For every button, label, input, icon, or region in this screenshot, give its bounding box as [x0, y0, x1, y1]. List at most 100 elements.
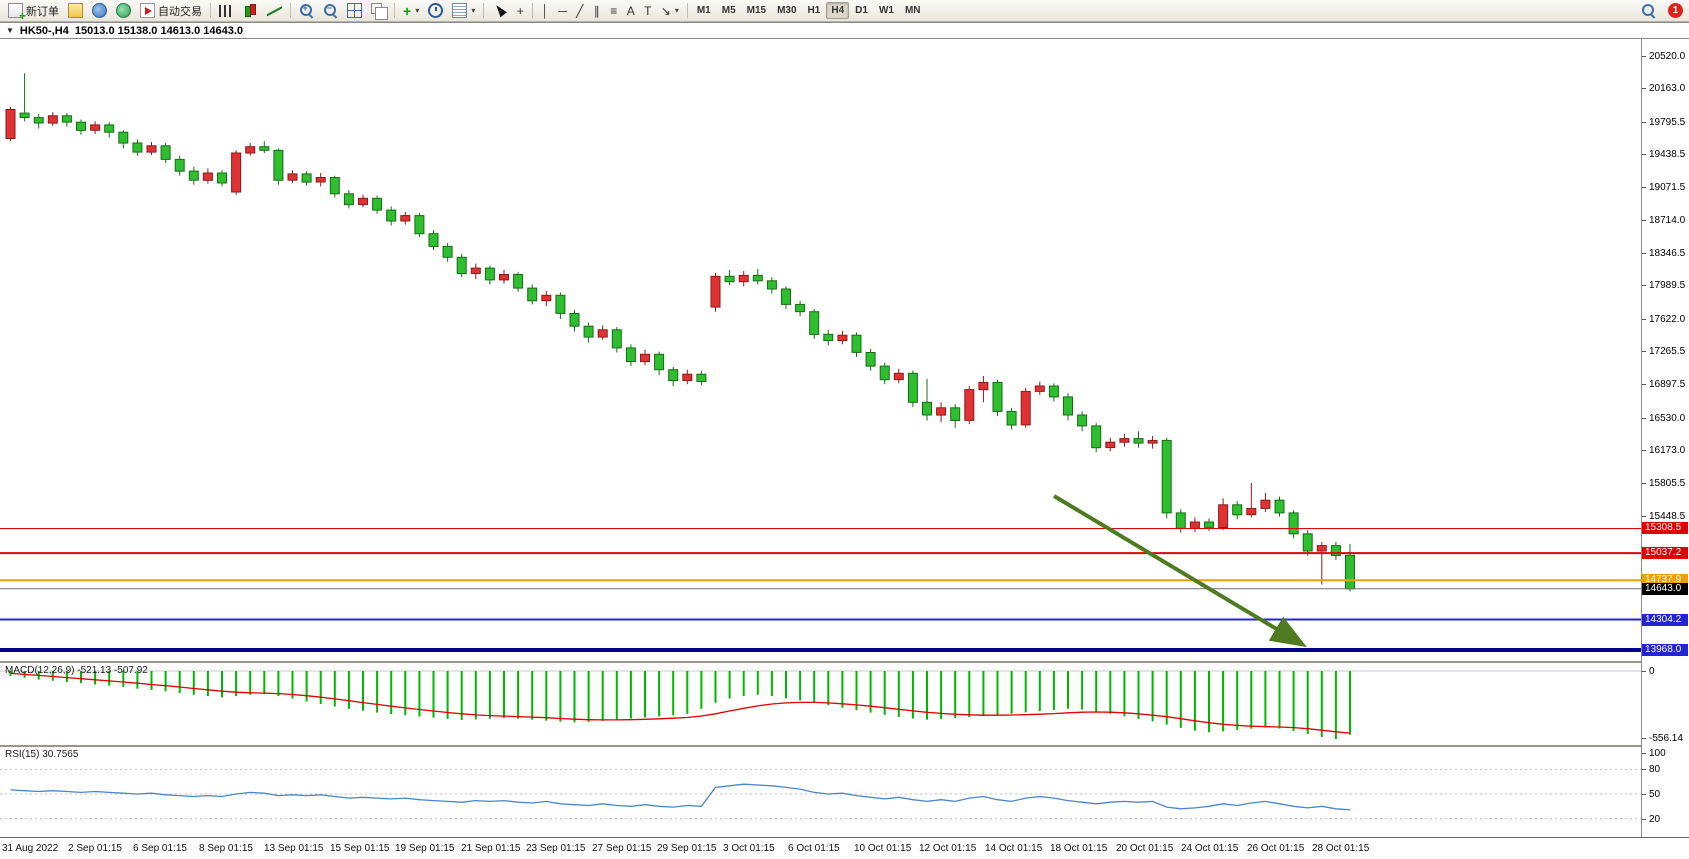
arrows-icon: ↘ — [660, 3, 671, 18]
bar-chart-icon — [219, 5, 234, 17]
trendline-button[interactable]: ╱ — [572, 1, 588, 20]
bar-chart-button[interactable] — [215, 1, 238, 20]
toolbar-separator — [290, 3, 291, 18]
indicators-icon: + — [403, 2, 412, 19]
price-tick: 19795.5 — [1641, 117, 1686, 128]
time-axis[interactable]: 31 Aug 2022 2 Sep 01:15 6 Sep 01:15 8 Sep 0… — [0, 837, 1689, 859]
candlestick-chart-button[interactable] — [239, 1, 262, 20]
rsi-axis-tick: 100 — [1642, 748, 1666, 759]
timeframe-mn-button[interactable]: MN — [900, 2, 926, 19]
price-tick: 18714.0 — [1641, 215, 1686, 226]
zoom-in-button[interactable]: + — [295, 1, 318, 20]
toolbar-separator — [394, 3, 395, 18]
timeframe-m5-button[interactable]: M5 — [717, 2, 741, 19]
macd-label: MACD(12,26,9) -521.13 -507.92 — [5, 665, 148, 676]
price-tick: 17265.5 — [1641, 346, 1686, 357]
line-chart-button[interactable] — [263, 1, 286, 20]
tile-windows-button[interactable] — [343, 1, 366, 20]
price-line-label: 14304.2 — [1642, 614, 1688, 626]
price-line-label: 13968.0 — [1642, 644, 1688, 656]
main-price-pane[interactable] — [0, 39, 1641, 661]
charts-button[interactable] — [64, 1, 87, 20]
price-line-label: 15037.2 — [1642, 547, 1688, 559]
time-label: 28 Oct 01:15 — [1312, 843, 1370, 854]
pane-separator[interactable] — [0, 661, 1641, 663]
time-label: 8 Sep 01:15 — [199, 843, 253, 854]
toolbar-separator — [210, 3, 211, 18]
rsi-pane[interactable] — [0, 747, 1641, 837]
chart-panes: MACD(12,26,9) -521.13 -507.92 RSI(15) 30… — [0, 39, 1641, 837]
timeframe-m1-button[interactable]: M1 — [692, 2, 716, 19]
data-window-icon — [452, 3, 468, 18]
market-watch-button[interactable] — [88, 1, 111, 20]
price-tick: 17989.5 — [1641, 280, 1686, 291]
horizontal-line-icon: ─ — [558, 3, 567, 18]
indicators-button[interactable]: + ▾ — [399, 1, 423, 20]
clock-icon — [428, 3, 444, 18]
time-label: 29 Sep 01:15 — [657, 843, 717, 854]
new-order-button[interactable]: 新订单 — [4, 1, 63, 22]
vertical-line-icon: │ — [541, 3, 549, 18]
text-button[interactable]: A — [623, 1, 639, 20]
zoom-out-button[interactable]: − — [319, 1, 342, 20]
macd-axis-min: -556.14 — [1642, 733, 1683, 744]
price-tick: 15448.5 — [1641, 511, 1686, 522]
chevron-down-icon: ▾ — [415, 6, 420, 15]
navigator-button[interactable] — [112, 1, 135, 20]
auto-trading-button[interactable]: 自动交易 — [136, 1, 206, 20]
time-label: 13 Sep 01:15 — [264, 843, 324, 854]
time-label: 12 Oct 01:15 — [919, 843, 977, 854]
timeframe-h1-button[interactable]: H1 — [803, 2, 826, 19]
rsi-axis-tick: 50 — [1641, 789, 1661, 800]
period-clock-button[interactable] — [424, 1, 447, 20]
price-tick: 15805.5 — [1641, 478, 1686, 489]
cursor-button[interactable] — [488, 1, 511, 20]
timeframe-m15-button[interactable]: M15 — [742, 2, 771, 19]
rsi-axis-tick: 80 — [1641, 764, 1661, 775]
time-label: 26 Oct 01:15 — [1247, 843, 1305, 854]
crosshair-icon: + — [516, 3, 524, 18]
toolbar-separator — [686, 3, 688, 18]
time-label: 27 Sep 01:15 — [592, 843, 652, 854]
rsi-axis-tick: 20 — [1641, 814, 1661, 825]
text-label-button[interactable]: T — [640, 1, 656, 20]
timeframe-d1-button[interactable]: D1 — [850, 2, 873, 19]
timeframe-w1-button[interactable]: W1 — [874, 2, 899, 19]
data-window-button[interactable]: ▾ — [448, 1, 479, 20]
zoom-out-icon: − — [323, 3, 338, 18]
collapse-triangle-icon[interactable]: ▼ — [6, 26, 14, 35]
arrows-button[interactable]: ↘ ▾ — [657, 1, 683, 20]
navigator-icon — [116, 3, 131, 18]
price-line-label: 14643.0 — [1642, 583, 1688, 595]
price-tick: 16530.0 — [1641, 413, 1686, 424]
time-label: 6 Oct 01:15 — [788, 843, 840, 854]
timeframe-m30-button[interactable]: M30 — [772, 2, 801, 19]
time-label: 14 Oct 01:15 — [985, 843, 1043, 854]
channel-button[interactable]: ∥ — [589, 1, 605, 20]
price-line-label: 15308.5 — [1642, 522, 1688, 534]
time-label: 2 Sep 01:15 — [68, 843, 122, 854]
text-label-icon: T — [644, 3, 652, 18]
auto-trading-icon — [140, 3, 155, 18]
timeframe-h4-button[interactable]: H4 — [826, 2, 850, 19]
text-icon: A — [626, 3, 635, 18]
notification-badge[interactable]: 1 — [1668, 3, 1683, 18]
time-label: 10 Oct 01:15 — [854, 843, 912, 854]
crosshair-button[interactable]: + — [512, 1, 528, 20]
line-chart-icon — [267, 3, 282, 18]
time-label: 23 Sep 01:15 — [526, 843, 586, 854]
pane-separator[interactable] — [0, 745, 1641, 747]
new-order-icon — [8, 3, 26, 22]
price-tick: 20520.0 — [1641, 51, 1686, 62]
vertical-line-button[interactable]: │ — [537, 1, 553, 20]
fibonacci-button[interactable]: ≡ — [606, 1, 622, 20]
channel-icon: ∥ — [593, 3, 600, 18]
auto-trading-label: 自动交易 — [158, 5, 202, 18]
cascade-windows-button[interactable] — [367, 1, 390, 20]
price-tick: 20163.0 — [1641, 83, 1686, 94]
search-button[interactable] — [1637, 1, 1660, 20]
horizontal-line-button[interactable]: ─ — [554, 1, 571, 20]
macd-pane[interactable] — [0, 663, 1641, 745]
price-axis[interactable]: 20520.0 20163.0 19795.5 19438.5 19071.5 18714… — [1641, 39, 1689, 837]
chart-ohlc-values: 15013.0 15138.0 14613.0 14643.0 — [74, 24, 244, 37]
